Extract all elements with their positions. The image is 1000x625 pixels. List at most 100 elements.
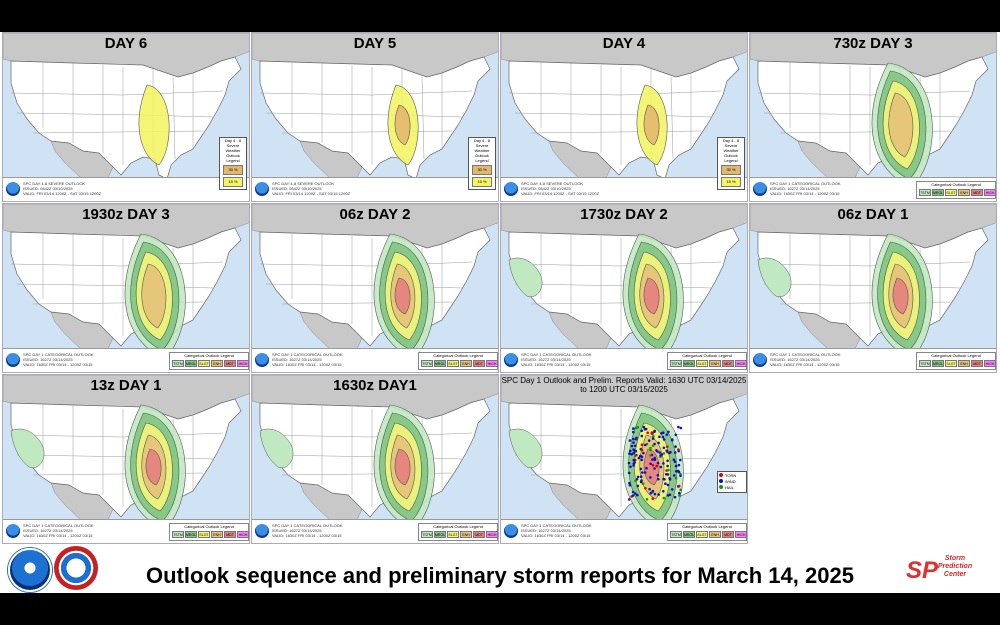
outlook-panel: 06z DAY 1 SPC DAY 1 CATEGORICAL OUTLOOK IS… — [749, 203, 997, 373]
risk-area-west-tstm — [10, 428, 45, 469]
storm-report-dot — [636, 475, 640, 479]
categorical-legend-swatch: TSTM — [919, 189, 931, 196]
storm-report-dot — [632, 441, 635, 444]
storm-report-dot — [657, 477, 660, 481]
footer-line: ISSUED: 1627Z 03/14/2025 — [770, 357, 820, 362]
panel-footer: SPC DAY 1 CATEGORICAL OUTLOOK ISSUED: 162… — [3, 519, 249, 543]
storm-report-dot — [666, 494, 670, 497]
categorical-legend-swatch: MDT — [224, 531, 236, 538]
categorical-legend-title: Categorical Outlook Legend — [433, 524, 483, 529]
footer-line: ISSUED: 1627Z 03/14/2025 — [23, 528, 73, 533]
storm-report-dot — [627, 471, 631, 475]
categorical-legend-title: Categorical Outlook Legend — [682, 353, 732, 358]
categorical-legend-swatch: SLGT — [447, 531, 459, 538]
footer-line: SPC DAY 1 CATEGORICAL OUTLOOK — [23, 523, 94, 528]
footer-line: SPC DAY 4-8 SEVERE OUTLOOK — [272, 181, 335, 186]
storm-report-dot — [677, 463, 681, 467]
storm-report-dot — [674, 445, 677, 448]
us-map — [501, 33, 747, 181]
categorical-legend-swatch: MRGL — [932, 360, 944, 367]
day48-legend-30: 30 % — [223, 165, 243, 175]
storm-report-dot — [628, 452, 631, 455]
storm-report-dot — [627, 498, 631, 501]
storm-report-dot — [639, 475, 643, 478]
outlook-panel: 1630z DAY1 SPC DAY 1 CATEGORICAL OUTLOOK I… — [251, 374, 499, 544]
categorical-legend-title: Categorical Outlook Legend — [682, 524, 732, 529]
noaa-mini-logo — [504, 353, 518, 367]
storm-report-dot — [633, 444, 637, 448]
storm-report-dot — [636, 484, 640, 488]
storm-report-dot — [636, 493, 639, 497]
footer-line: VALID: 1630Z FRI 03/14 - 1200Z 03/15 — [521, 362, 591, 367]
noaa-mini-logo — [6, 182, 20, 196]
categorical-legend-swatch: MDT — [722, 531, 734, 538]
storm-report-dot — [662, 438, 666, 441]
categorical-legend: Categorical Outlook Legend TSTM MRGL SLGT EN… — [418, 352, 498, 370]
risk-area-mdt — [643, 277, 660, 315]
storm-report-dot — [648, 487, 651, 491]
noaa-mini-logo — [753, 353, 767, 367]
storm-report-dot — [677, 425, 680, 429]
panel-title: 1630z DAY1 — [333, 377, 417, 394]
footer-line: VALID: FRI 03/14 1200Z - SAT 03/15 1200Z — [521, 191, 600, 196]
storm-report-dot — [640, 443, 644, 447]
storm-report-dot — [667, 468, 670, 472]
storm-report-dot — [653, 430, 656, 433]
storm-report-dot — [665, 433, 669, 436]
panel-footer: SPC DAY 4-8 SEVERE OUTLOOK ISSUED: 0842Z … — [252, 177, 498, 201]
storm-report-dot — [637, 456, 641, 460]
categorical-legend-swatch: ENH — [211, 360, 223, 367]
categorical-legend-swatch: ENH — [460, 531, 472, 538]
categorical-legend-swatch: HIGH — [237, 360, 249, 367]
panel-footer: SPC DAY 1 CATEGORICAL OUTLOOK ISSUED: 162… — [750, 177, 996, 201]
panel-footer: SPC DAY 1 CATEGORICAL OUTLOOK ISSUED: 162… — [501, 519, 747, 543]
risk-area-enh — [141, 263, 167, 329]
footer-line: VALID: 1630Z FRI 03/14 - 1200Z 03/15 — [770, 191, 840, 196]
storm-report-dot — [651, 497, 655, 500]
us-map — [3, 204, 249, 359]
categorical-legend-swatch: TSTM — [172, 531, 184, 538]
storm-report-dot — [632, 437, 635, 441]
storm-report-dot — [673, 495, 677, 499]
categorical-legend-swatch: MDT — [473, 360, 485, 367]
storm-report-dot — [647, 439, 651, 442]
storm-report-dot — [652, 435, 655, 438]
day48-legend-title: Day 4 - 8 Severe Weather Outlook Legend — [224, 138, 242, 163]
categorical-legend-title: Categorical Outlook Legend — [184, 353, 234, 358]
categorical-legend-swatch: MDT — [224, 360, 236, 367]
categorical-legend-swatch: MRGL — [434, 531, 446, 538]
panel-footer: SPC DAY 1 CATEGORICAL OUTLOOK ISSUED: 162… — [3, 348, 249, 372]
categorical-legend-swatch: MRGL — [683, 360, 695, 367]
storm-report-dot — [632, 464, 635, 467]
categorical-legend: Categorical Outlook Legend TSTM MRGL SLGT EN… — [169, 523, 249, 541]
footer-line: SPC DAY 1 CATEGORICAL OUTLOOK — [770, 352, 841, 357]
categorical-legend-swatch: MRGL — [185, 531, 197, 538]
footer-line: SPC DAY 1 CATEGORICAL OUTLOOK — [521, 352, 592, 357]
risk-area-mdt — [892, 277, 909, 315]
outlook-panel: 13z DAY 1 SPC DAY 1 CATEGORICAL OUTLOOK IS… — [2, 374, 250, 544]
noaa-mini-logo — [6, 353, 20, 367]
footer-line: ISSUED: 0842Z 03/10/2025 — [521, 186, 571, 191]
storm-report-dot — [656, 474, 660, 477]
categorical-legend-swatch: SLGT — [945, 360, 957, 367]
noaa-mini-logo — [255, 353, 269, 367]
panel-title: DAY 6 — [104, 35, 148, 52]
footer-line: VALID: FRI 03/14 1200Z - SAT 03/15 1200Z — [272, 191, 351, 196]
noaa-mini-logo — [255, 524, 269, 538]
storm-report-dot — [655, 449, 658, 452]
categorical-legend-swatch: MRGL — [185, 360, 197, 367]
storm-report-dot — [660, 432, 663, 435]
storm-report-dot — [651, 444, 655, 447]
footer-line: ISSUED: 1627Z 03/14/2025 — [521, 528, 571, 533]
storm-report-dot — [673, 451, 677, 454]
footer-line: VALID: 1630Z FRI 03/14 - 1200Z 03/15 — [770, 362, 840, 367]
report-legend-label: WIND — [725, 479, 736, 484]
panel-title: DAY 4 — [602, 35, 646, 52]
footer-line: SPC DAY 4-8 SEVERE OUTLOOK — [521, 181, 584, 186]
outlook-panel: DAY 5 SPC DAY 4-8 SEVERE OUTLOOK ISSUED: 0… — [251, 32, 499, 202]
categorical-legend-swatch: SLGT — [696, 360, 708, 367]
categorical-legend-title: Categorical Outlook Legend — [931, 182, 981, 187]
storm-report-dot — [644, 427, 648, 431]
categorical-legend-title: Categorical Outlook Legend — [184, 524, 234, 529]
storm-report-dot — [660, 453, 664, 456]
